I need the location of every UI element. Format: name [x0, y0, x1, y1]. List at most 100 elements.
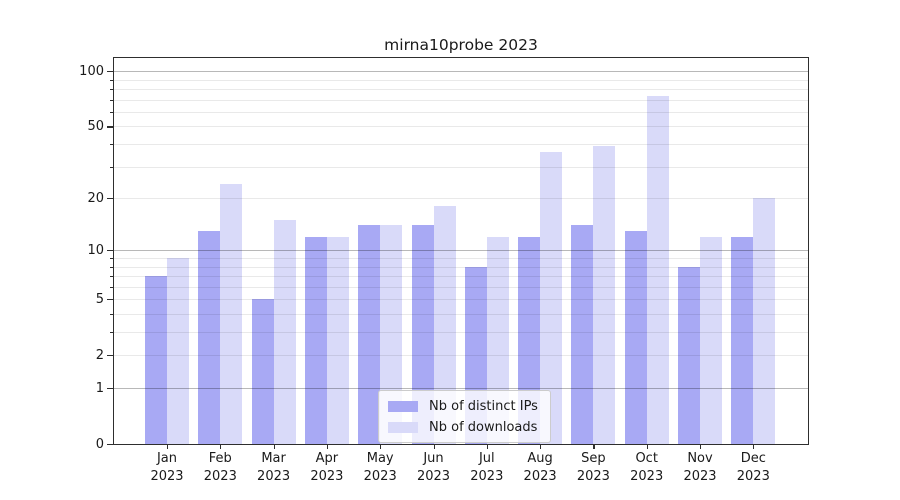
- minor-gridline-90: [114, 79, 808, 81]
- legend: Nb of distinct IPs Nb of downloads: [378, 390, 551, 443]
- y-tick-10: [107, 250, 113, 252]
- year-label: 2023: [576, 468, 610, 484]
- x-tick-jun: [433, 445, 435, 449]
- bar-jan-downloads: [167, 258, 189, 444]
- minor-gridline-50: [114, 126, 808, 128]
- y-minor-tick-80: [110, 89, 113, 91]
- y-tick-1: [107, 388, 113, 390]
- x-tick-label-jun: Jun 2023: [402, 450, 466, 485]
- bar-jun-downloads: [433, 206, 456, 444]
- x-tick-label-may: May 2023: [348, 450, 412, 485]
- x-tick-sep: [593, 445, 595, 449]
- x-tick-label-aug: Aug 2023: [508, 450, 572, 485]
- y-tick-label-10: 10: [87, 242, 104, 258]
- bar-jan-distinct-ips: [145, 276, 167, 444]
- y-minor-tick-20: [110, 198, 113, 200]
- bar-oct-distinct-ips: [624, 230, 647, 444]
- bar-feb-downloads: [220, 184, 243, 444]
- x-tick-oct: [646, 445, 648, 449]
- y-minor-tick-2: [110, 355, 113, 357]
- month-label: Oct: [635, 451, 658, 466]
- x-tick-label-dec: Dec 2023: [721, 450, 785, 485]
- y-minor-tick-6: [110, 286, 113, 288]
- minor-gridline-20: [114, 198, 808, 200]
- y-minor-tick-5: [110, 299, 113, 301]
- month-label: Jun: [423, 451, 444, 466]
- minor-gridline-80: [114, 89, 808, 90]
- x-tick-label-nov: Nov 2023: [668, 450, 732, 485]
- bar-apr-downloads: [326, 236, 349, 444]
- month-label: Jan: [156, 451, 178, 466]
- bar-aug-downloads: [540, 152, 563, 444]
- bar-jun-distinct-ips: [411, 225, 434, 444]
- bar-dec-distinct-ips: [731, 236, 754, 444]
- y-tick-label-5: 5: [95, 291, 104, 307]
- y-tick-0: [107, 444, 113, 446]
- bar-nov-distinct-ips: [678, 266, 700, 444]
- x-tick-label-mar: Mar 2023: [242, 450, 306, 485]
- y-tick-label-50: 50: [87, 118, 104, 134]
- x-tick-label-jul: Jul 2023: [455, 450, 519, 485]
- bar-oct-downloads: [646, 96, 669, 444]
- x-tick-jul: [486, 445, 488, 449]
- bar-sep-downloads: [593, 146, 616, 444]
- y-tick-label-20: 20: [87, 190, 104, 206]
- minor-gridline-60: [114, 111, 808, 113]
- legend-swatch-distinct-ips: [388, 400, 418, 412]
- x-tick-label-feb: Feb 2023: [188, 450, 252, 485]
- y-minor-tick-3: [110, 332, 113, 334]
- x-tick-label-sep: Sep 2023: [561, 450, 625, 485]
- x-tick-aug: [540, 445, 542, 449]
- bar-dec-downloads: [753, 198, 776, 444]
- y-minor-tick-7: [110, 276, 113, 278]
- year-label: 2023: [150, 468, 184, 484]
- year-label: 2023: [683, 468, 717, 484]
- bar-nov-downloads: [700, 236, 722, 444]
- legend-label-downloads: Nb of downloads: [429, 419, 538, 435]
- month-label: May: [366, 451, 394, 466]
- year-label: 2023: [257, 468, 291, 484]
- y-tick-label-0: 0: [95, 436, 104, 452]
- x-tick-dec: [753, 445, 755, 449]
- x-tick-feb: [220, 445, 222, 449]
- year-label: 2023: [203, 468, 237, 484]
- chart-title: mirna10probe 2023: [384, 36, 538, 54]
- bar-mar-downloads: [273, 220, 296, 444]
- plot-area: Nb of distinct IPs Nb of downloads: [113, 57, 809, 445]
- bar-may-distinct-ips: [358, 225, 381, 444]
- y-minor-tick-4: [110, 314, 113, 316]
- month-label: Feb: [208, 451, 232, 466]
- year-label: 2023: [310, 468, 344, 484]
- minor-gridline-70: [114, 99, 808, 101]
- year-label: 2023: [416, 468, 451, 484]
- y-tick-100: [107, 71, 113, 73]
- x-tick-mar: [273, 445, 275, 449]
- month-label: Nov: [687, 451, 713, 466]
- y-tick-label-1: 1: [95, 380, 104, 396]
- year-label: 2023: [630, 468, 664, 484]
- bar-feb-distinct-ips: [198, 230, 221, 444]
- month-label: Sep: [581, 451, 606, 466]
- bar-apr-distinct-ips: [304, 236, 327, 444]
- y-minor-tick-40: [110, 144, 113, 146]
- legend-label-distinct-ips: Nb of distinct IPs: [429, 398, 538, 414]
- y-tick-label-2: 2: [95, 347, 104, 363]
- bar-mar-distinct-ips: [251, 299, 274, 444]
- minor-gridline-40: [114, 144, 808, 145]
- legend-item-distinct-ips: Nb of distinct IPs: [388, 398, 538, 414]
- legend-swatch-downloads: [388, 421, 418, 433]
- month-label: Dec: [740, 451, 766, 466]
- y-minor-tick-50: [110, 126, 113, 128]
- year-label: 2023: [736, 468, 770, 484]
- month-label: Mar: [261, 451, 286, 466]
- month-label: Jul: [478, 451, 495, 466]
- y-minor-tick-90: [110, 79, 113, 81]
- y-minor-tick-60: [110, 111, 113, 114]
- x-tick-label-jan: Jan 2023: [135, 450, 199, 485]
- y-minor-tick-9: [110, 258, 113, 260]
- x-tick-apr: [326, 445, 329, 449]
- month-label: Apr: [315, 451, 339, 466]
- y-minor-tick-70: [110, 99, 113, 101]
- y-minor-tick-30: [110, 166, 113, 168]
